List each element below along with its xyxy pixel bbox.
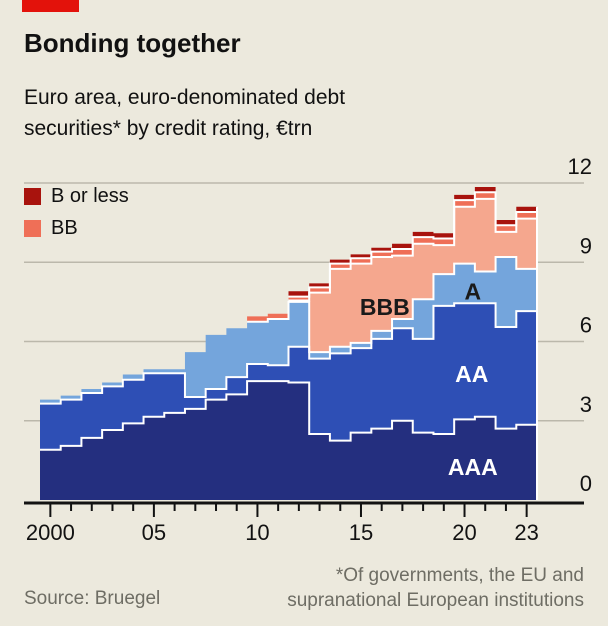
legend-label: B or less: [51, 184, 129, 207]
subtitle-line-1: Euro area, euro-denominated debt: [24, 86, 346, 109]
boundary-a: [247, 255, 537, 354]
economist-red-tag: [22, 0, 79, 12]
footnote-line-2: supranational European institutions: [287, 590, 584, 611]
y-tick-label-3: 3: [580, 392, 592, 417]
y-tick-label-0: 0: [580, 471, 592, 496]
legend-item-b-or-less: B or less: [24, 184, 129, 207]
bb-swatch-icon: [24, 219, 41, 237]
x-tick-label-23: 23: [514, 520, 538, 545]
x-tick-label-20: 20: [452, 520, 476, 545]
band-a: [40, 256, 537, 404]
x-tick-label-10: 10: [245, 520, 269, 545]
band-label-bbb: BBB: [360, 294, 410, 320]
y-tick-label-9: 9: [580, 233, 592, 258]
band-label-aaa: AAA: [448, 454, 498, 480]
b-or-less-swatch-icon: [24, 187, 41, 205]
legend-label: BB: [51, 216, 78, 239]
y-tick-label-12: 12: [568, 154, 592, 179]
footnote-line-1: *Of governments, the EU and: [335, 565, 584, 586]
chart-subtitle: Euro area, euro-denominated debt securit…: [24, 82, 345, 144]
x-tick-label-15: 15: [349, 520, 373, 545]
band-label-aa: AA: [455, 361, 488, 387]
subtitle-line-2: securities* by credit rating, €trn: [24, 117, 313, 140]
band-label-a: A: [464, 278, 481, 304]
legend: B or less BB: [24, 184, 129, 251]
page-title: Bonding together: [24, 28, 241, 58]
legend-item-bb: BB: [24, 216, 129, 239]
boundary-bb: [288, 191, 537, 298]
band-b-or-less: [40, 186, 537, 400]
band-aaa: [40, 381, 537, 500]
y-tick-label-6: 6: [580, 313, 592, 338]
source-note: Source: Bruegel: [24, 588, 161, 609]
x-tick-label-05: 05: [142, 520, 166, 545]
boundary-aa: [40, 302, 537, 405]
boundary-aaa: [40, 380, 537, 451]
footnote: *Of governments, the EU and supranationa…: [287, 563, 584, 613]
x-tick-label-2000: 2000: [26, 520, 75, 545]
